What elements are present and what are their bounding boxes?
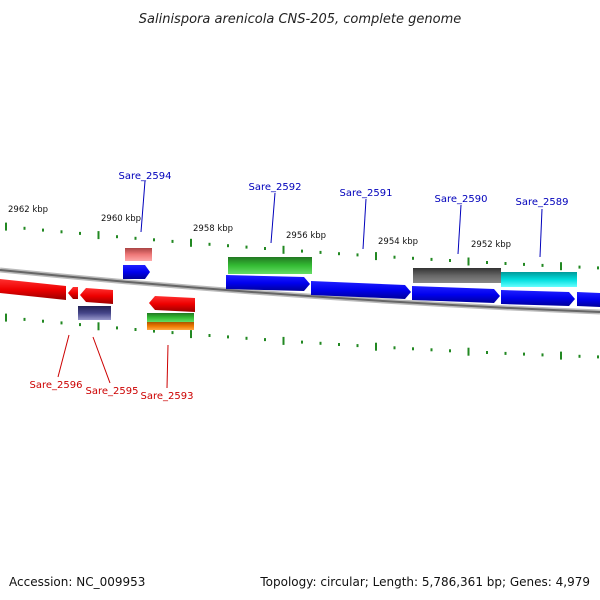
gene-sare-2592[interactable] [226, 275, 310, 291]
feature-green-2593[interactable] [147, 313, 194, 322]
gene-next-forward[interactable] [577, 292, 600, 307]
gene-sare-2595[interactable] [80, 288, 113, 304]
feature-purple-2595[interactable] [78, 306, 111, 320]
leader-line-2590 [457, 204, 462, 255]
leader-line-2596 [57, 334, 70, 378]
gene-label-sare-2596[interactable]: Sare_2596 [30, 380, 83, 391]
leader-line-2589 [539, 208, 543, 258]
gene-label-sare-2593[interactable]: Sare_2593 [141, 391, 194, 402]
gene-sare-2596-part[interactable] [0, 279, 66, 300]
gene-label-sare-2590[interactable]: Sare_2590 [435, 194, 488, 205]
inner-tick-ring [5, 313, 599, 360]
gene-sare-2593[interactable] [149, 296, 195, 312]
kbp-label-2958: 2958 kbp [193, 224, 233, 234]
feature-cyan-2589[interactable] [501, 272, 577, 287]
feature-orange-2593[interactable] [147, 322, 194, 330]
leader-line-2592 [270, 192, 276, 244]
gene-label-sare-2592[interactable]: Sare_2592 [249, 182, 302, 193]
backbone [0, 269, 600, 313]
gene-sare-2590[interactable] [412, 286, 500, 303]
kbp-label-2954: 2954 kbp [378, 237, 418, 247]
gene-label-sare-2595[interactable]: Sare_2595 [86, 386, 139, 397]
leader-line-2593 [166, 344, 169, 389]
gene-label-group-top: Sare_2594 Sare_2592 Sare_2591 Sare_2590 … [119, 171, 569, 258]
feature-grey-2590[interactable] [413, 268, 501, 283]
map-title: Salinispora arenicola CNS-205, complete … [139, 12, 461, 27]
gene-label-sare-2594[interactable]: Sare_2594 [119, 171, 172, 182]
gene-sare-2594[interactable] [123, 265, 150, 279]
gene-label-group-bottom: Sare_2596 Sare_2595 Sare_2593 [30, 334, 194, 402]
leader-line-2595 [92, 336, 111, 384]
outer-tick-ring [5, 222, 599, 271]
feature-pink[interactable] [125, 248, 152, 261]
leader-line-2591 [362, 198, 367, 250]
kbp-label-2952: 2952 kbp [471, 240, 511, 250]
gene-sare-2589[interactable] [501, 290, 575, 306]
kbp-label-2956: 2956 kbp [286, 231, 326, 241]
accession-text: Accession: NC_009953 [9, 575, 145, 589]
gene-label-sare-2591[interactable]: Sare_2591 [340, 188, 393, 199]
genome-summary-text: Topology: circular; Length: 5,786,361 bp… [259, 575, 590, 589]
gene-label-sare-2589[interactable]: Sare_2589 [516, 197, 569, 208]
kbp-label-2960: 2960 kbp [101, 214, 141, 224]
leader-line-2594 [140, 180, 146, 233]
gene-sare-2591[interactable] [311, 281, 411, 299]
gene-fragment[interactable] [68, 287, 78, 299]
feature-green-2592[interactable] [228, 257, 312, 274]
kbp-label-2962: 2962 kbp [8, 205, 48, 215]
